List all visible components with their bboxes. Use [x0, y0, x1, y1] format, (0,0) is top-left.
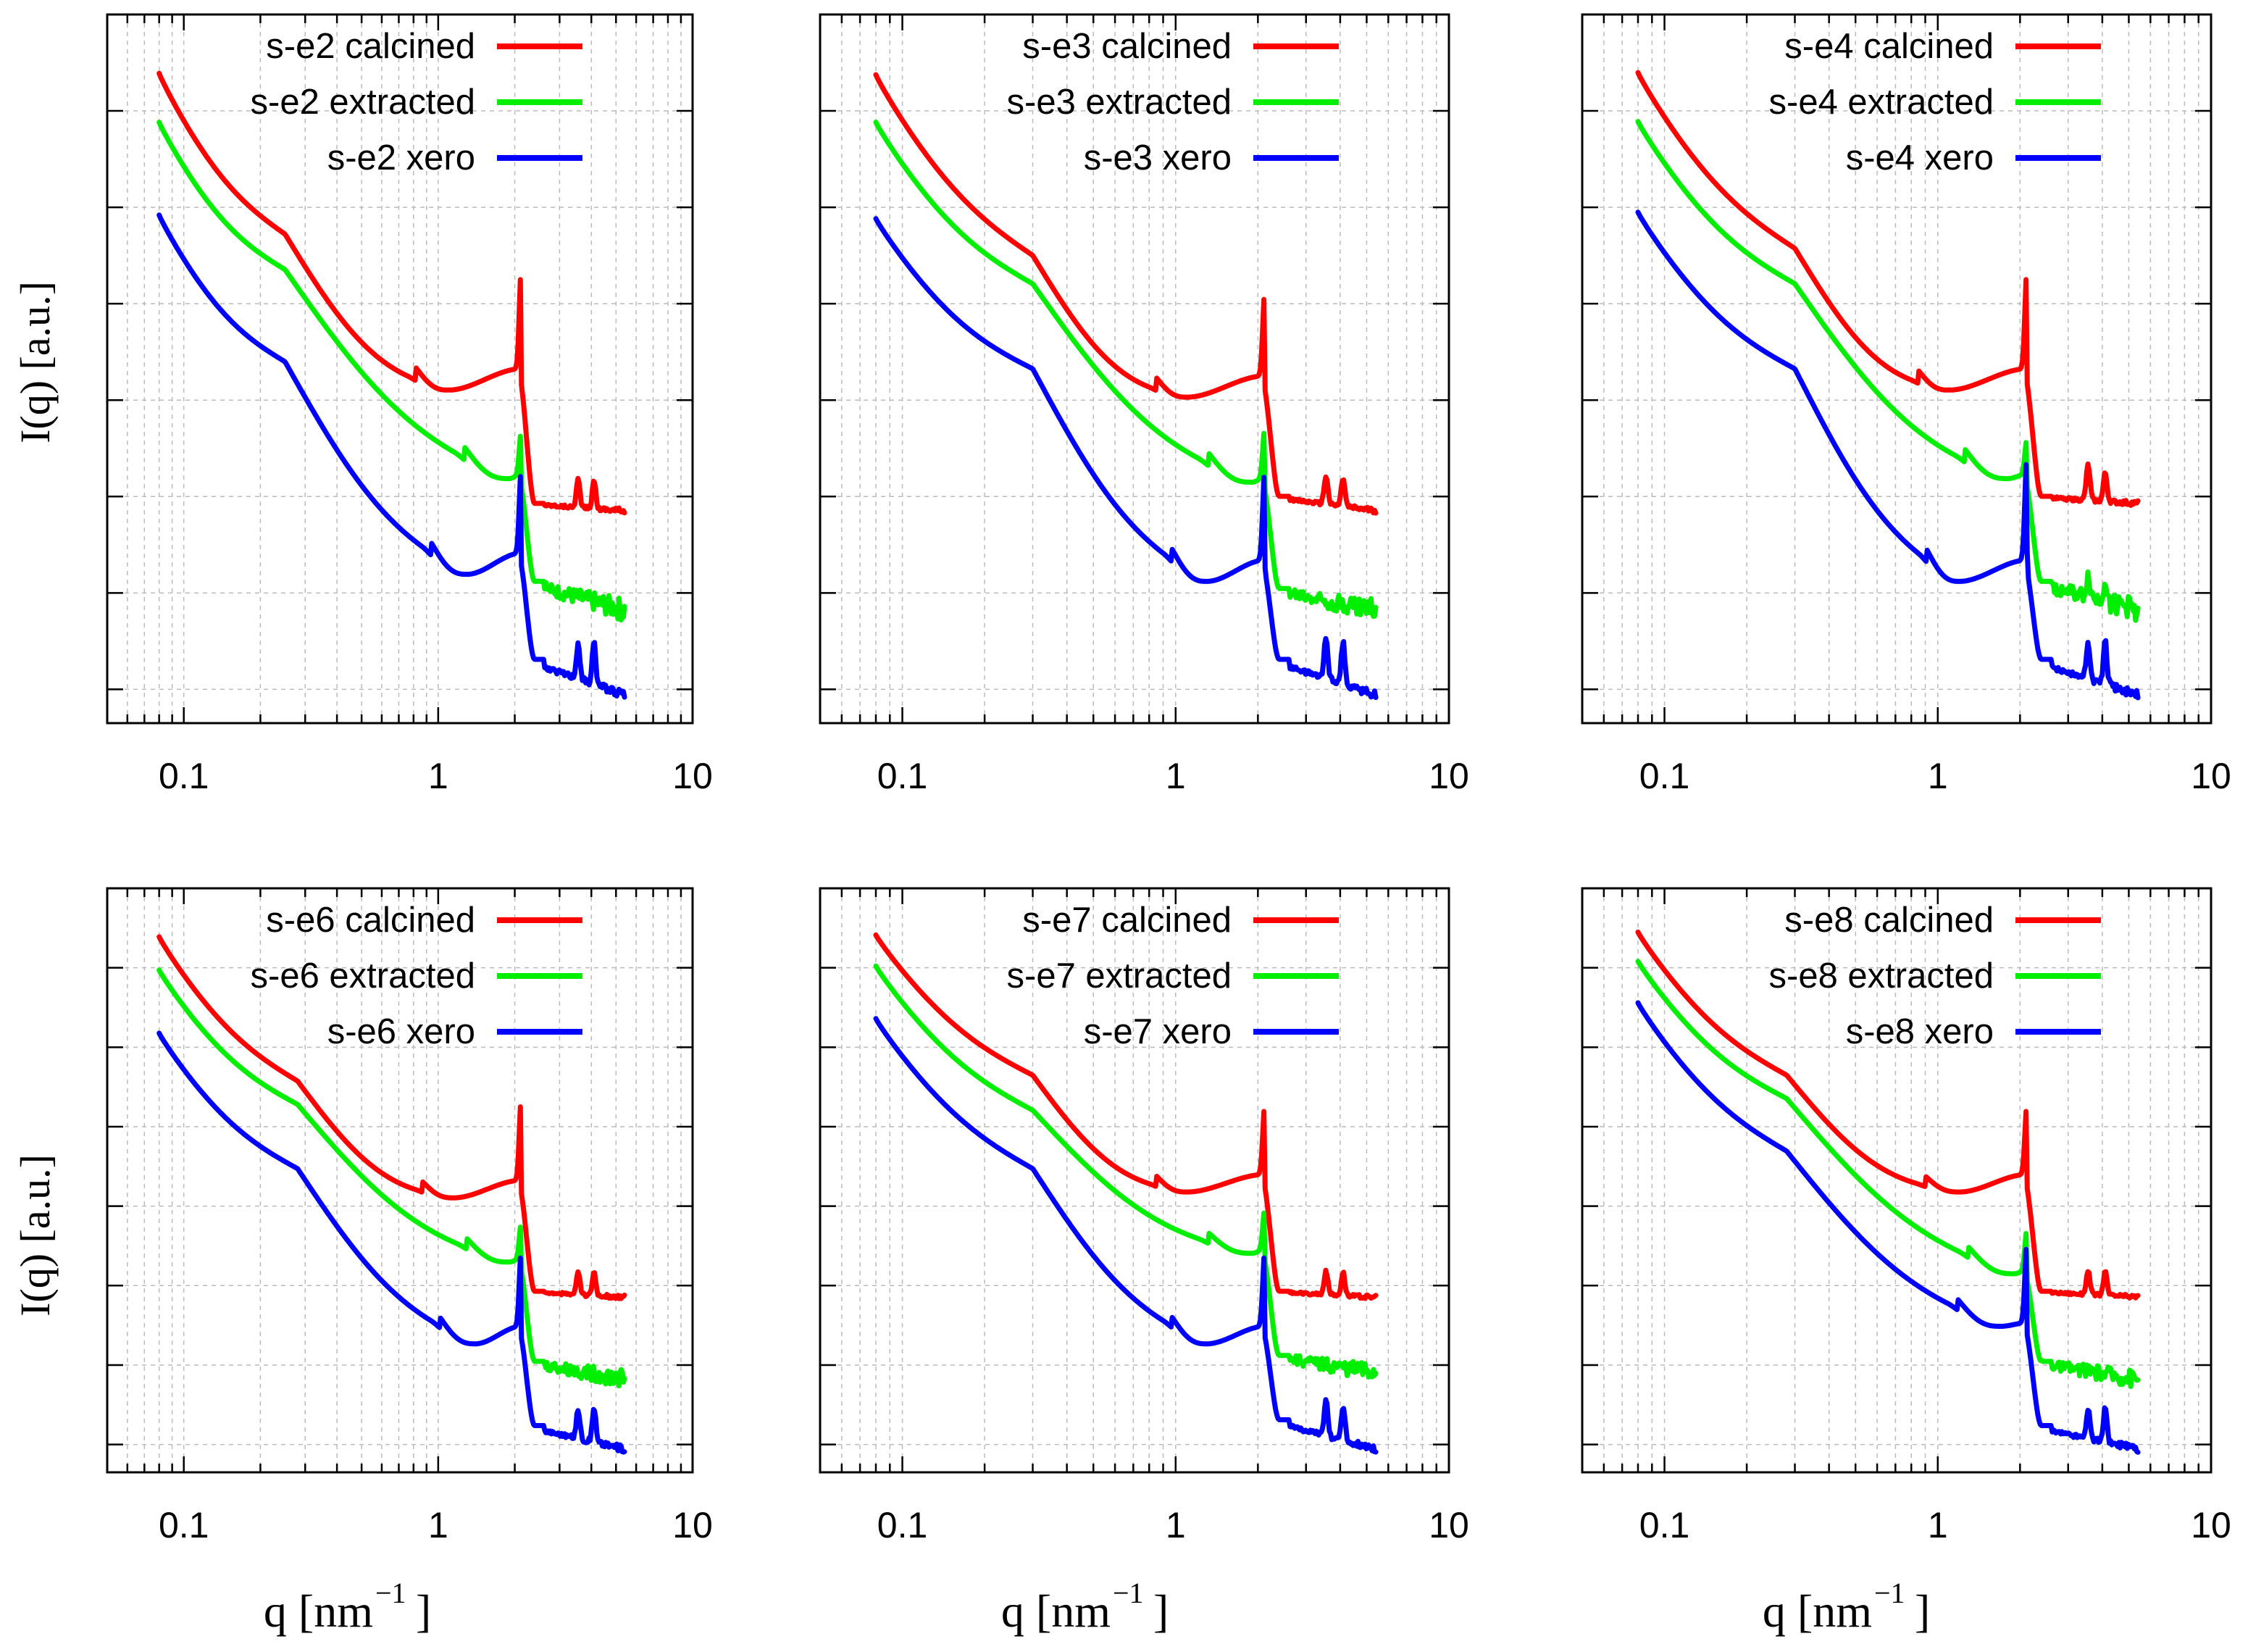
plot-frame — [1581, 13, 2213, 725]
x-axis-label-right-close: ] — [1915, 1585, 1930, 1637]
legend-label-s-e3-xero: s-e3 xero — [1084, 138, 1232, 178]
series-line-s-e8-extracted — [1635, 959, 2141, 1389]
legend: s-e2 calcined s-e2 extracted s-e2 xero — [251, 27, 582, 178]
series-line-s-e7-extracted — [873, 963, 1379, 1380]
x-axis-label-left-close: ] — [416, 1585, 431, 1637]
legend-label-s-e4-extracted: s-e4 extracted — [1769, 83, 1994, 122]
x-axis-label-middle-sup: −1 — [1113, 1577, 1144, 1609]
series-line-s-e3-calcined — [873, 72, 1379, 516]
x-tick-label: 1 — [428, 1505, 448, 1545]
x-tick-label: 1 — [1928, 756, 1948, 796]
legend: s-e3 calcined s-e3 extracted s-e3 xero — [1007, 27, 1339, 178]
series-line-s-e4-extracted — [1635, 119, 2141, 623]
chart-panel-s-e7: 0.1 1 10 s-e7 calcined s-e7 extracted s-e7 xe… — [819, 887, 1469, 1545]
x-axis-label-left: q [nm −1 ] — [264, 1577, 431, 1637]
chart-panel-s-e2: 0.1 1 10 s-e2 calcined s-e2 extracted s-e2 xe… — [106, 13, 713, 796]
legend-label-s-e7-extracted: s-e7 extracted — [1007, 956, 1232, 996]
series-line-s-e7-calcined — [873, 933, 1379, 1301]
x-axis-label-middle-close: ] — [1153, 1585, 1169, 1637]
legend-label-s-e6-extracted: s-e6 extracted — [251, 956, 476, 996]
grid — [819, 888, 1449, 1472]
x-tick-label: 1 — [1166, 1505, 1186, 1545]
chart-panel-s-e3: 0.1 1 10 s-e3 calcined s-e3 extracted s-e3 xe… — [819, 13, 1469, 796]
legend-label-s-e8-extracted: s-e8 extracted — [1769, 956, 1994, 996]
x-axis-label-left-base: q [nm — [264, 1585, 373, 1637]
chart-panel-s-e4: 0.1 1 10 s-e4 calcined s-e4 extracted s-e4 xe… — [1581, 13, 2231, 796]
ticks — [819, 888, 1449, 1472]
legend: s-e6 calcined s-e6 extracted s-e6 xero — [251, 901, 582, 1051]
x-tick-label: 0.1 — [159, 756, 209, 796]
x-tick-label: 10 — [1429, 1505, 1469, 1545]
ticks — [1581, 888, 2211, 1472]
series-line-s-e2-calcined — [156, 70, 627, 516]
series-line-s-e8-xero — [1635, 1000, 2141, 1455]
x-axis-label-middle-base: q [nm — [1001, 1585, 1111, 1637]
legend-label-s-e3-extracted: s-e3 extracted — [1007, 83, 1232, 122]
x-tick-label: 0.1 — [877, 756, 928, 796]
x-axis-label-middle: q [nm −1 ] — [1001, 1577, 1169, 1637]
x-tick-label: 1 — [428, 756, 448, 796]
plot-frame — [819, 887, 1450, 1474]
chart-panel-s-e6: 0.1 1 10 s-e6 calcined s-e6 extracted s-e6 xe… — [106, 887, 713, 1545]
plot-frame — [1581, 887, 2213, 1474]
series-line-s-e2-xero — [156, 212, 627, 700]
series-line-s-e6-xero — [156, 1030, 627, 1455]
x-tick-label: 10 — [2191, 1505, 2231, 1545]
legend-label-s-e2-xero: s-e2 xero — [327, 138, 475, 178]
series-line-s-e3-extracted — [873, 120, 1379, 620]
x-tick-label: 1 — [1928, 1505, 1948, 1545]
legend-label-s-e6-calcined: s-e6 calcined — [266, 901, 475, 940]
plot-frame — [106, 13, 694, 725]
grid — [1581, 888, 2211, 1472]
legend-label-s-e8-xero: s-e8 xero — [1846, 1012, 1994, 1051]
legend: s-e4 calcined s-e4 extracted s-e4 xero — [1769, 27, 2101, 178]
x-axis-label-left-sup: −1 — [375, 1577, 406, 1609]
x-tick-label: 1 — [1166, 756, 1186, 796]
series-line-s-e2-extracted — [156, 120, 627, 622]
y-axis-label-top: I(q) [a.u.] — [12, 281, 59, 443]
x-tick-label: 10 — [672, 1505, 713, 1545]
chart-panel-s-e8: 0.1 1 10 s-e8 calcined s-e8 extracted s-e8 xe… — [1581, 887, 2231, 1545]
panels: 0.1 1 10 s-e2 calcined s-e2 extracted s-e2 xe… — [106, 13, 2231, 1545]
series-line-s-e8-calcined — [1635, 929, 2141, 1301]
series-line-s-e4-xero — [1635, 209, 2141, 701]
x-axis-label-right-base: q [nm — [1763, 1585, 1872, 1637]
legend-label-s-e7-xero: s-e7 xero — [1084, 1012, 1232, 1051]
ticks — [106, 888, 693, 1472]
legend-label-s-e8-calcined: s-e8 calcined — [1784, 901, 1994, 940]
x-tick-label: 0.1 — [1639, 756, 1690, 796]
x-tick-label: 0.1 — [1639, 1505, 1690, 1545]
legend: s-e7 calcined s-e7 extracted s-e7 xero — [1007, 901, 1339, 1051]
legend-label-s-e4-xero: s-e4 xero — [1846, 138, 1994, 178]
ticks — [106, 14, 693, 723]
x-axis-label-right: q [nm −1 ] — [1763, 1577, 1930, 1637]
grid — [106, 888, 693, 1472]
x-axis-label-right-sup: −1 — [1874, 1577, 1905, 1609]
x-tick-label: 10 — [1429, 756, 1469, 796]
series-line-s-e3-xero — [873, 216, 1379, 701]
legend-label-s-e4-calcined: s-e4 calcined — [1784, 27, 1994, 66]
series-line-s-e4-calcined — [1635, 70, 2141, 508]
x-tick-label: 10 — [2191, 756, 2231, 796]
x-tick-label: 0.1 — [159, 1505, 209, 1545]
x-tick-label: 0.1 — [877, 1505, 928, 1545]
ticks — [819, 14, 1449, 723]
plot-frame — [106, 887, 694, 1474]
legend-label-s-e2-calcined: s-e2 calcined — [266, 27, 475, 66]
series-line-s-e6-calcined — [156, 934, 627, 1301]
ticks — [1581, 14, 2211, 723]
legend-label-s-e6-xero: s-e6 xero — [327, 1012, 475, 1051]
y-axis-label-bottom: I(q) [a.u.] — [12, 1154, 59, 1317]
plot-frame — [819, 13, 1450, 725]
x-tick-label: 10 — [672, 756, 713, 796]
legend-label-s-e3-calcined: s-e3 calcined — [1022, 27, 1232, 66]
legend: s-e8 calcined s-e8 extracted s-e8 xero — [1769, 901, 2101, 1051]
legend-label-s-e7-calcined: s-e7 calcined — [1022, 901, 1232, 940]
series-line-s-e7-xero — [873, 1016, 1379, 1455]
legend-label-s-e2-extracted: s-e2 extracted — [251, 83, 476, 122]
series-line-s-e6-extracted — [156, 967, 627, 1389]
